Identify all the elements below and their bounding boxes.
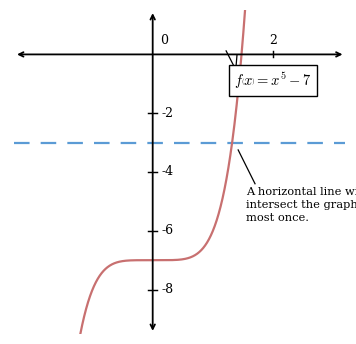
Text: -8: -8 — [162, 283, 174, 296]
Text: 2: 2 — [269, 34, 277, 47]
Text: -2: -2 — [162, 107, 174, 120]
Text: 0: 0 — [161, 34, 168, 47]
Text: -4: -4 — [162, 165, 174, 179]
Text: -6: -6 — [162, 224, 174, 237]
Text: A horizontal line will
intersect the graph at
most once.: A horizontal line will intersect the gra… — [246, 187, 356, 223]
Text: $f\left(x\right)=x^{5}-7$: $f\left(x\right)=x^{5}-7$ — [234, 71, 312, 91]
